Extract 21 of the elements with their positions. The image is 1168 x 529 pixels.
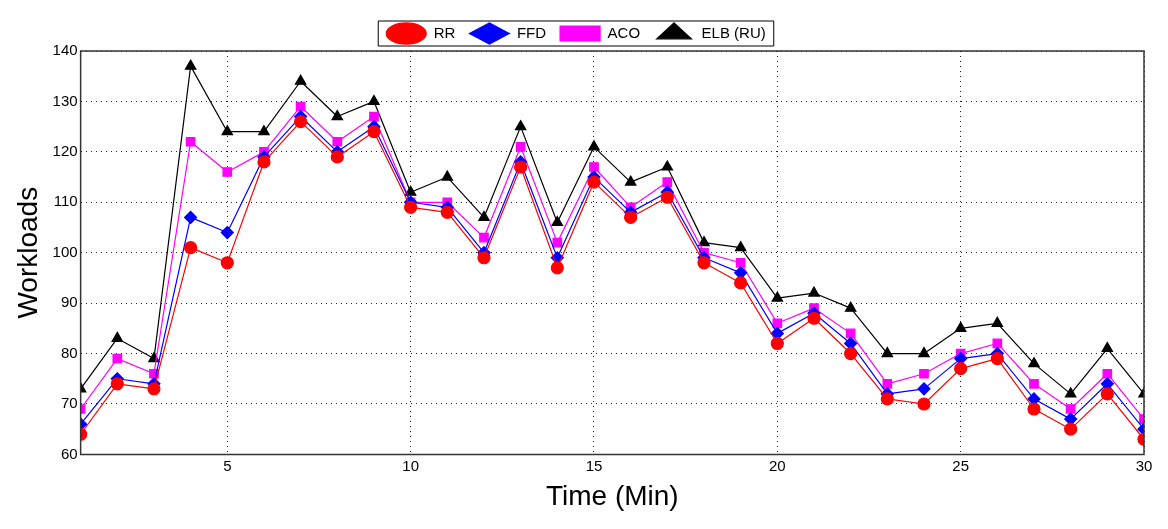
y-tick-label: 120 xyxy=(52,141,78,159)
x-tick-label: 25 xyxy=(952,456,969,474)
x-tick-label: 20 xyxy=(768,456,786,474)
x-tick-label: 10 xyxy=(402,456,419,474)
y-tick-label: 100 xyxy=(52,242,78,260)
legend-label: RR xyxy=(433,23,456,41)
y-axis-title: Workloads xyxy=(11,186,43,319)
legend-label: ELB (RU) xyxy=(701,23,766,41)
x-tick-label: 15 xyxy=(585,456,603,474)
y-tick-label: 90 xyxy=(60,293,78,311)
y-tick-label: 80 xyxy=(60,343,78,361)
y-tick-label: 60 xyxy=(60,444,78,462)
y-tick-label: 110 xyxy=(53,192,78,210)
x-axis-title: Time (Min) xyxy=(545,479,679,511)
legend-label: ACO xyxy=(607,23,641,41)
y-tick-label: 140 xyxy=(52,41,78,59)
x-tick-label: 5 xyxy=(223,456,232,474)
x-tick-label: 30 xyxy=(1135,456,1153,474)
y-tick-label: 130 xyxy=(52,91,78,109)
legend-label: FFD xyxy=(516,23,547,41)
y-tick-label: 70 xyxy=(60,394,78,412)
